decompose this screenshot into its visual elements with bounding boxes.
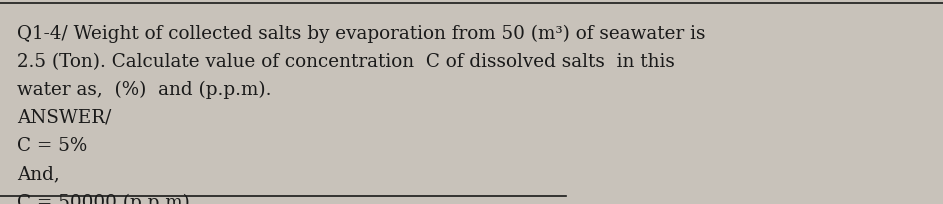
Text: And,: And, <box>17 165 59 183</box>
Text: ANSWER/: ANSWER/ <box>17 109 111 127</box>
Text: C = 5%: C = 5% <box>17 137 87 155</box>
Text: water as,  (%)  and (p.p.m).: water as, (%) and (p.p.m). <box>17 81 272 99</box>
Text: C = 50000 (p.p.m): C = 50000 (p.p.m) <box>17 193 190 204</box>
Text: Q1-4/ Weight of collected salts by evaporation from 50 (m³) of seawater is: Q1-4/ Weight of collected salts by evapo… <box>17 24 705 43</box>
Text: 2.5 (Ton). Calculate value of concentration  C of dissolved salts  in this: 2.5 (Ton). Calculate value of concentrat… <box>17 53 675 71</box>
